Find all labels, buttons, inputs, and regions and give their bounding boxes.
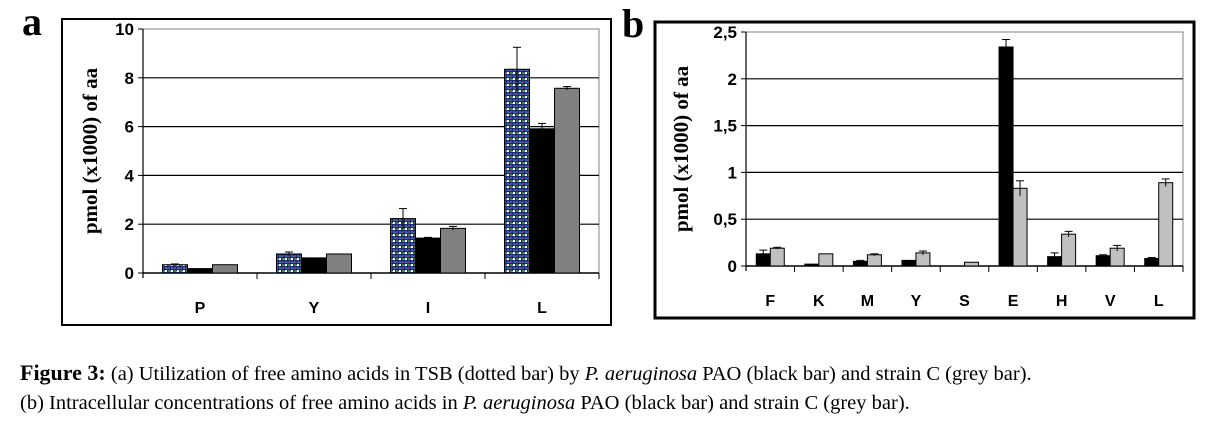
- x-tick-label: H: [1056, 293, 1068, 310]
- x-tick-label: S: [959, 293, 970, 310]
- caption-label: Figure 3:: [20, 360, 106, 385]
- panel-b-letter: b: [622, 1, 645, 46]
- x-tick-label: E: [1008, 293, 1019, 310]
- y-tick-label: 2: [125, 215, 134, 234]
- caption-species: P. aeruginosa: [462, 392, 576, 414]
- y-tick-label: 2: [728, 70, 737, 89]
- y-tick-label: 1,5: [713, 117, 737, 136]
- caption-text: PAO (black bar) and strain C (grey bar).: [697, 363, 1032, 385]
- x-tick-label: P: [195, 300, 206, 317]
- bar-black: [901, 259, 917, 267]
- bar-lightgrey: [769, 247, 785, 267]
- bar-black: [415, 237, 441, 274]
- y-tick-label: 8: [125, 69, 134, 88]
- x-tick-label: L: [1154, 293, 1164, 310]
- bar-lightgrey: [1061, 233, 1077, 267]
- plot-area-border: [143, 28, 600, 273]
- bar-grey: [212, 264, 238, 274]
- bar-black: [529, 128, 555, 274]
- bar-dotted: [162, 264, 188, 274]
- y-tick-label: 2,5: [713, 23, 737, 42]
- bar-black: [187, 268, 213, 274]
- caption-text: (a) Utilization of free amino acids in T…: [105, 363, 585, 385]
- panel-a-letter: a: [22, 0, 42, 44]
- x-tick-label: Y: [309, 300, 320, 317]
- caption-line-2: (b) Intracellular concentrations of free…: [20, 392, 910, 415]
- y-tick-label: 0: [125, 264, 134, 283]
- x-tick-label: F: [765, 293, 775, 310]
- x-tick-label: I: [426, 300, 430, 317]
- y-tick-label: 10: [115, 20, 134, 39]
- y-tick-label: 4: [125, 166, 135, 185]
- bar-lightgrey: [915, 252, 931, 267]
- x-tick-label: Y: [911, 293, 922, 310]
- caption-species: P. aeruginosa: [584, 363, 698, 385]
- bar-lightgrey: [818, 253, 834, 267]
- bar-grey: [554, 87, 580, 274]
- bar-black: [998, 46, 1014, 267]
- y-axis-label: pmol (x1000) of aa: [78, 67, 102, 234]
- bar-black: [1144, 258, 1160, 267]
- caption-text: PAO (black bar) and strain C (grey bar).: [575, 392, 910, 414]
- chart-frame: [61, 18, 612, 326]
- bar-lightgrey: [1158, 182, 1174, 267]
- caption-line-1: Figure 3: (a) Utilization of free amino …: [20, 360, 1032, 386]
- bar-lightgrey: [1012, 187, 1028, 267]
- y-tick-label: 0: [728, 257, 737, 276]
- y-axis-label: pmol (x1000) of aa: [669, 65, 693, 232]
- bar-dotted: [276, 253, 302, 274]
- bar-black: [301, 257, 327, 274]
- plot-area-border: [746, 31, 1184, 266]
- x-tick-label: L: [537, 300, 547, 317]
- bar-lightgrey: [964, 261, 979, 267]
- y-tick-label: 1: [728, 163, 737, 182]
- x-tick-label: M: [861, 293, 874, 310]
- bar-lightgrey: [866, 254, 882, 267]
- bar-black: [804, 263, 820, 267]
- caption-text: (b) Intracellular concentrations of free…: [20, 392, 463, 414]
- bar-black: [1095, 255, 1111, 267]
- y-tick-label: 6: [125, 118, 134, 137]
- bar-grey: [440, 227, 466, 274]
- bar-dotted: [504, 68, 530, 274]
- x-tick-label: V: [1105, 293, 1116, 310]
- x-tick-label: K: [813, 293, 825, 310]
- bar-grey: [326, 253, 352, 274]
- y-tick-label: 0,5: [713, 210, 737, 229]
- chart-frame: [653, 20, 1196, 320]
